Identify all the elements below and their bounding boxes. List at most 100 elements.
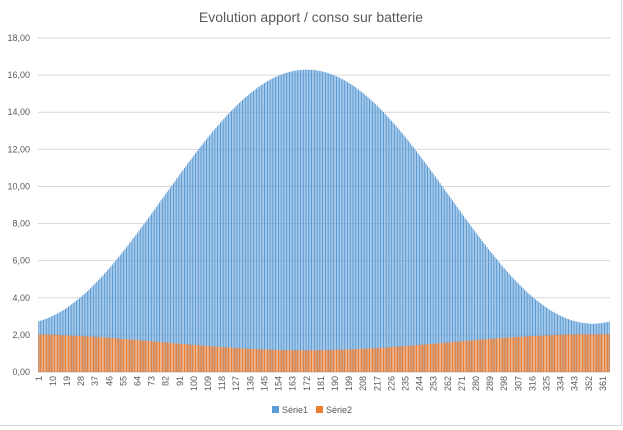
bar-1-day-138 <box>252 90 255 372</box>
bar-2-day-153 <box>276 349 278 372</box>
bar-1-day-208 <box>362 93 364 373</box>
bar-2-day-135 <box>248 348 250 372</box>
bar-2-day-187 <box>329 350 331 372</box>
bar-2-day-129 <box>238 348 240 372</box>
bar-2-day-288 <box>488 338 490 372</box>
legend-label-serie1: Série1 <box>282 405 308 415</box>
bar-2-day-259 <box>442 342 444 372</box>
bar-2-day-79 <box>160 342 162 372</box>
bar-1-day-172 <box>306 69 308 372</box>
bar-2-day-205 <box>357 348 360 372</box>
bar-1-day-90 <box>177 176 179 372</box>
x-tick-label: 19 <box>62 376 72 386</box>
bar-2-day-214 <box>372 348 374 372</box>
bar-2-day-211 <box>367 348 369 372</box>
bar-1-day-233 <box>401 133 403 372</box>
bar-1-day-183 <box>323 71 325 373</box>
bar-2-day-15 <box>60 335 62 372</box>
bar-2-day-227 <box>392 346 394 372</box>
bar-2-day-70 <box>146 340 148 372</box>
bar-2-day-228 <box>393 346 396 372</box>
bar-1-day-239 <box>411 145 413 372</box>
bar-2-day-344 <box>575 334 577 372</box>
y-tick-label: 16,00 <box>7 70 30 80</box>
bar-2-day-335 <box>561 334 563 372</box>
bar-2-day-215 <box>373 348 375 372</box>
bar-1-day-250 <box>428 167 430 372</box>
bar-2-day-249 <box>426 344 428 372</box>
bar-1-day-165 <box>295 70 297 372</box>
bar-1-day-116 <box>218 124 220 372</box>
bar-1-day-305 <box>514 280 516 372</box>
bar-1-day-123 <box>229 112 231 372</box>
bar-2-day-178 <box>315 350 317 372</box>
bar-2-day-17 <box>63 335 65 372</box>
bar-2-day-42 <box>102 337 104 372</box>
bar-1-day-317 <box>533 298 535 372</box>
bar-1-day-295 <box>498 262 501 372</box>
bar-2-day-301 <box>508 337 510 372</box>
bar-2-day-68 <box>143 340 145 372</box>
bar-1-day-210 <box>365 95 367 372</box>
bar-1-day-231 <box>398 129 400 372</box>
bar-1-day-74 <box>152 211 154 372</box>
bar-2-day-222 <box>384 347 386 372</box>
bar-2-day-128 <box>237 348 239 372</box>
bar-1-day-216 <box>375 104 377 373</box>
bar-1-day-55 <box>122 251 124 372</box>
bar-2-day-241 <box>414 345 416 372</box>
bar-2-day-303 <box>511 337 513 372</box>
bar-1-day-169 <box>301 69 303 373</box>
bar-2-day-37 <box>94 336 96 372</box>
bar-2-day-348 <box>582 334 584 372</box>
bar-1-day-248 <box>425 163 427 372</box>
bar-1-day-87 <box>173 183 175 372</box>
bar-2-day-96 <box>187 344 189 372</box>
bar-2-day-237 <box>408 345 410 372</box>
bar-2-day-141 <box>257 349 259 372</box>
bar-1-day-112 <box>212 131 214 372</box>
bar-1-day-189 <box>332 75 334 373</box>
bar-2-day-285 <box>483 339 485 372</box>
bar-2-day-87 <box>173 343 175 372</box>
bar-1-day-238 <box>409 143 411 372</box>
bar-1-day-191 <box>335 76 338 372</box>
x-tick-label: 271 <box>457 376 467 391</box>
bar-2-day-197 <box>345 349 347 372</box>
bar-1-day-177 <box>314 70 316 372</box>
bar-1-day-164 <box>293 70 295 372</box>
bar-1-day-50 <box>115 260 117 372</box>
bar-2-day-24 <box>74 335 76 372</box>
bar-1-day-270 <box>459 211 461 372</box>
bar-2-day-305 <box>514 337 516 372</box>
bar-2-day-71 <box>147 341 150 372</box>
bar-1-day-26 <box>77 299 79 372</box>
bar-1-day-170 <box>303 69 305 372</box>
bar-2-day-239 <box>411 345 413 372</box>
bar-2-day-23 <box>72 335 74 372</box>
bar-1-day-61 <box>132 238 134 372</box>
bar-2-day-172 <box>306 350 308 372</box>
bar-1-day-96 <box>187 163 189 372</box>
bar-2-day-30 <box>83 336 85 372</box>
bar-1-day-267 <box>455 204 457 372</box>
bar-2-day-4 <box>42 334 45 372</box>
bar-2-day-318 <box>535 336 537 372</box>
bar-1-day-77 <box>157 204 159 372</box>
bar-1-day-122 <box>227 113 229 372</box>
bar-1-day-226 <box>390 120 392 372</box>
bar-1-day-291 <box>492 254 494 372</box>
bar-1-day-125 <box>232 109 234 372</box>
bar-2-day-1 <box>38 334 40 372</box>
bar-2-day-65 <box>138 340 140 372</box>
bar-1-day-81 <box>163 196 165 372</box>
bar-2-day-98 <box>190 344 192 372</box>
bar-2-day-160 <box>287 350 289 372</box>
bar-1-day-145 <box>263 83 265 372</box>
bar-1-day-215 <box>373 102 375 372</box>
bar-1-day-212 <box>368 98 370 373</box>
bar-2-day-202 <box>353 349 355 372</box>
bar-2-day-275 <box>467 340 469 372</box>
bar-1-day-314 <box>528 294 530 372</box>
bar-1-day-82 <box>165 193 167 372</box>
